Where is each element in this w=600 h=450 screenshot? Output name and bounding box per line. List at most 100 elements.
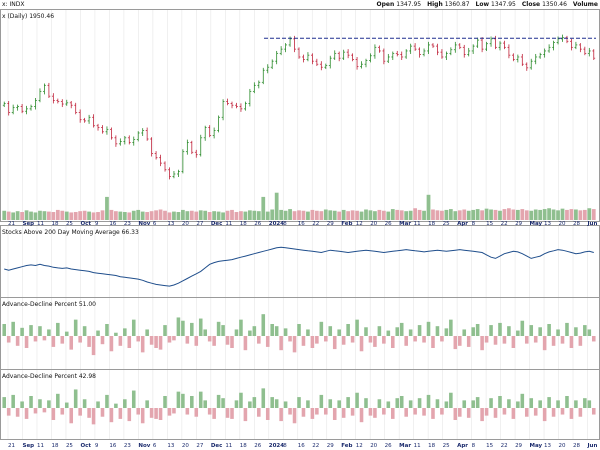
x-tick-label: Sep	[22, 443, 34, 449]
x-tick-label: 22	[501, 221, 508, 227]
ad-bar	[324, 336, 328, 342]
ad-bar	[127, 336, 132, 348]
x-axis-bottom: 21 Sep 11 18 25 Oct 9 16 23 Nov 6 13 20 27 Dec 11 18 26 20…	[8, 443, 597, 449]
volume-bar	[288, 209, 292, 220]
x-tick-label: 20	[182, 221, 189, 227]
volume-bar	[118, 211, 123, 220]
volume-bar	[265, 211, 270, 220]
ad-bar	[507, 399, 511, 408]
x-tick-label: Nov	[138, 221, 150, 227]
volume-bar	[569, 209, 574, 220]
ad-bar	[140, 336, 145, 353]
volume-bar	[283, 210, 288, 220]
ad-bar	[524, 408, 529, 417]
ad-bar	[306, 329, 310, 336]
ad-bar	[91, 336, 96, 356]
x-tick-label: 13	[167, 221, 174, 227]
volume-bar	[520, 209, 525, 220]
volume-bar	[462, 209, 467, 220]
ad-bar	[288, 408, 292, 415]
volume-bar	[529, 210, 534, 220]
volume-bar	[480, 210, 484, 220]
ad-bar	[337, 329, 341, 336]
volume-bar	[323, 209, 328, 220]
volume-bar	[131, 210, 136, 220]
volume-bar	[297, 210, 301, 220]
ad-bar	[355, 319, 359, 336]
x-tick-label: 25	[443, 443, 450, 449]
volume-bar	[114, 211, 118, 220]
ad-bar	[466, 336, 471, 347]
ad-bar	[310, 336, 315, 348]
ad-bar	[239, 392, 243, 408]
x-tick-label: 12	[356, 221, 363, 227]
ad-bar	[230, 408, 234, 419]
x-tick-label: Sep	[22, 221, 34, 227]
x-tick-label: 22	[501, 443, 508, 449]
ad-bar	[64, 402, 69, 408]
volume-bar	[185, 211, 190, 220]
volume-bar	[270, 209, 275, 220]
volume-bar	[42, 211, 47, 220]
x-tick-label: 28	[573, 221, 580, 227]
ad-bar	[328, 399, 333, 408]
ad-bar	[154, 336, 158, 348]
ad-bar	[310, 408, 315, 419]
x-tick-label: 16	[298, 443, 305, 449]
ad-bar	[131, 319, 136, 336]
volume-bar	[207, 212, 212, 220]
ad-bar	[47, 400, 51, 408]
x-tick-label: Apr	[457, 443, 468, 449]
ad-bar	[484, 336, 489, 343]
ad-bar	[96, 330, 100, 336]
ad-bar	[498, 322, 502, 336]
volume-bar	[24, 210, 29, 220]
volume-bar	[105, 196, 109, 220]
ad-bar	[408, 329, 413, 336]
ad-bar	[332, 408, 337, 420]
ad-bar	[78, 408, 82, 416]
ad-bar	[462, 400, 467, 408]
x-tick-label: 15	[486, 443, 493, 449]
ad-bar	[457, 336, 462, 346]
ad-bar	[502, 408, 507, 415]
volume-bar	[475, 209, 480, 220]
ad-bar	[283, 328, 288, 336]
ad-bar	[230, 336, 234, 348]
ad-bar	[489, 398, 493, 408]
ad-bar	[207, 336, 212, 342]
x-tick-label: 23	[124, 443, 131, 449]
x-tick-label: 22	[312, 443, 319, 449]
x-tick-label: May	[530, 221, 543, 227]
ad-bar	[239, 319, 243, 336]
ad-bar	[158, 336, 163, 350]
ad-bar	[391, 408, 395, 419]
ad-bar	[319, 321, 324, 336]
x-tick-label: 11	[414, 443, 421, 449]
volume-bar	[127, 212, 132, 220]
ad-bar	[551, 408, 556, 417]
ad-bar	[373, 336, 377, 347]
x-tick-label: 16	[109, 443, 116, 449]
ad-bar	[341, 336, 346, 345]
volume-bar	[542, 209, 547, 220]
ad-bar	[190, 322, 194, 336]
ad-bar	[29, 325, 33, 336]
volume-bar	[194, 211, 199, 220]
x-tick-label: 16	[298, 221, 305, 227]
ad-bar	[212, 336, 216, 346]
volume-bar	[346, 211, 351, 220]
ad-bar	[136, 408, 141, 415]
ad-bar	[475, 397, 480, 408]
ad-bar	[391, 336, 395, 348]
ad-bar	[346, 324, 350, 336]
ad-bar	[33, 336, 38, 342]
ad-bar	[301, 336, 306, 346]
x-tick-label: 11	[37, 443, 44, 449]
volume-bars	[2, 192, 596, 220]
ad-bar	[565, 322, 569, 336]
ad-bar	[493, 336, 498, 345]
x-tick-label: May	[530, 443, 543, 449]
x-tick-label: 9	[95, 443, 99, 449]
x-tick-label: 11	[414, 221, 421, 227]
